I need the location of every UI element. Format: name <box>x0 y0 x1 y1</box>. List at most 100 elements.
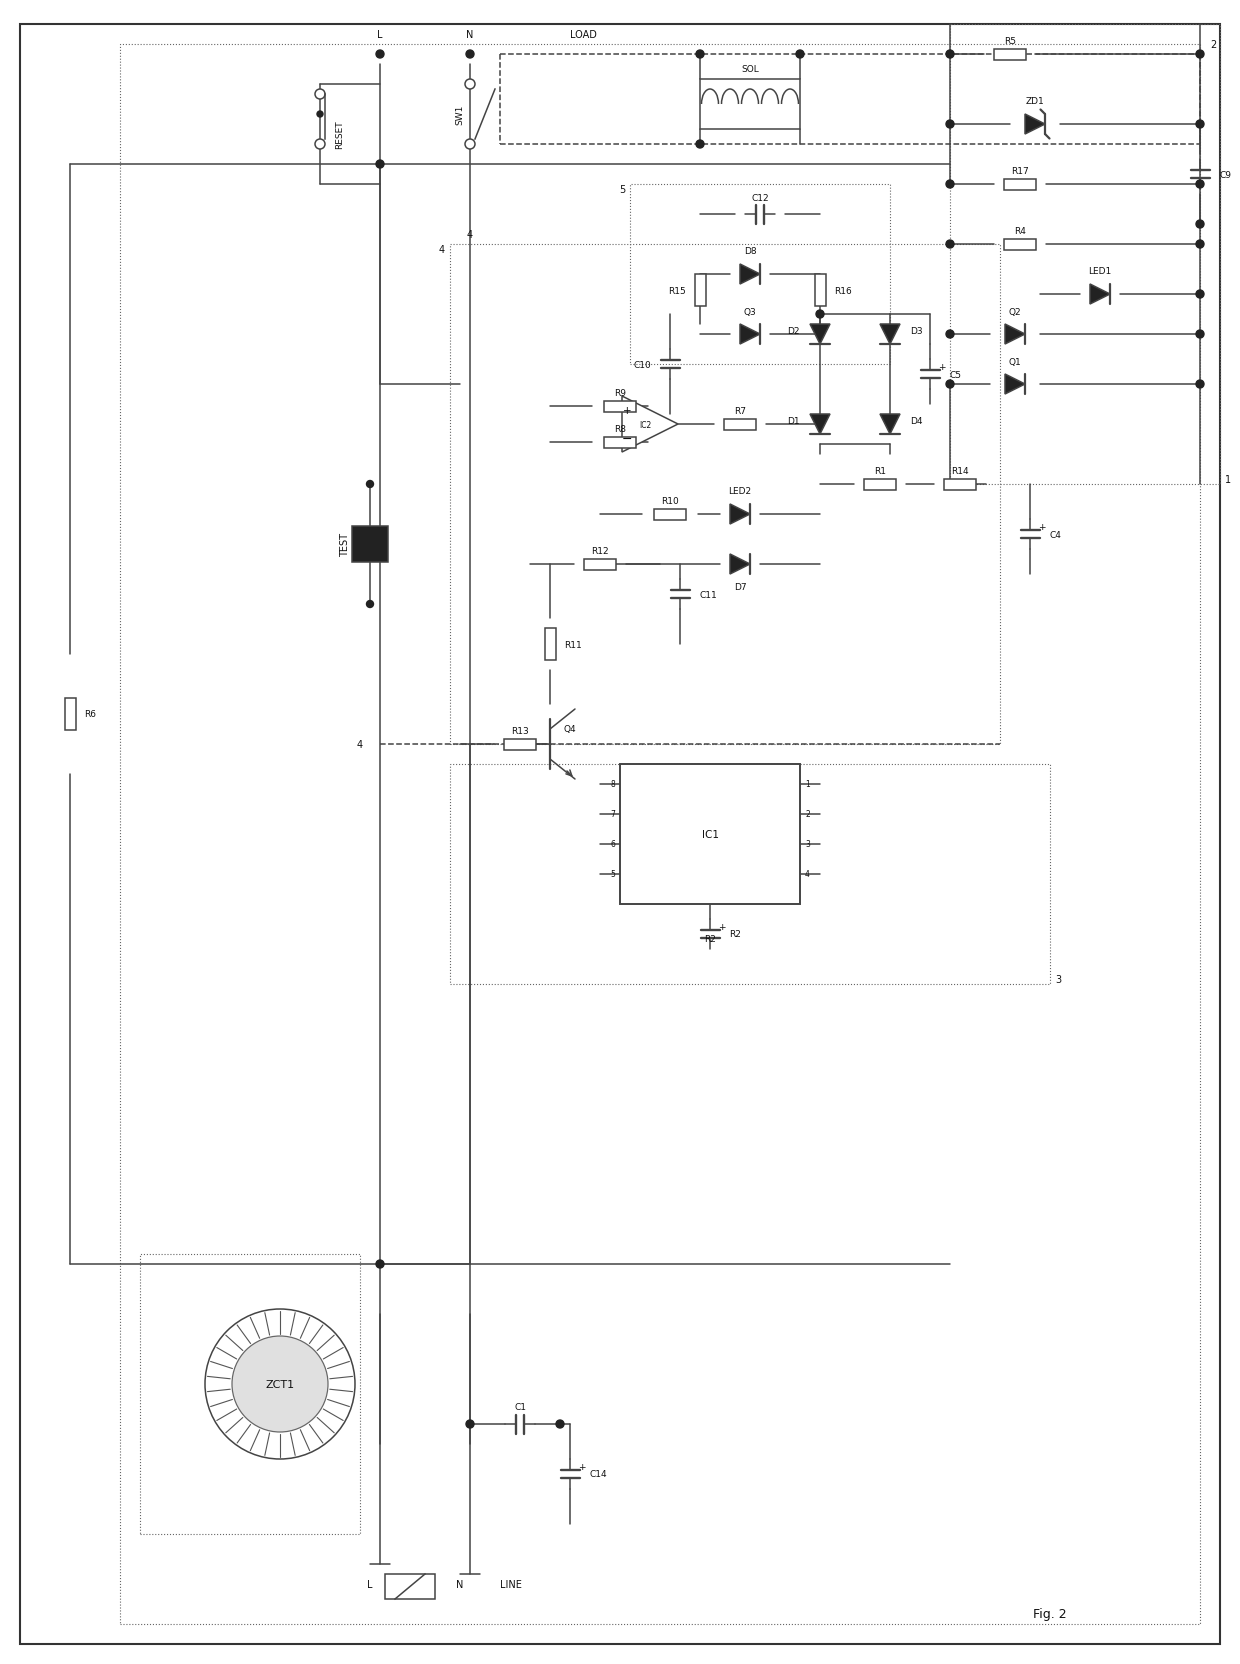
Polygon shape <box>880 324 900 344</box>
Circle shape <box>1197 181 1204 190</box>
Circle shape <box>376 52 384 58</box>
Circle shape <box>1197 241 1204 250</box>
Text: 4: 4 <box>439 245 445 255</box>
Text: C10: C10 <box>634 361 651 369</box>
Text: 2: 2 <box>1210 40 1216 50</box>
Bar <box>64 699 76 730</box>
Text: R8: R8 <box>614 424 626 434</box>
Text: R16: R16 <box>835 286 852 295</box>
Circle shape <box>317 111 322 118</box>
Text: TEST: TEST <box>340 532 350 557</box>
Text: C9: C9 <box>1219 170 1231 180</box>
Circle shape <box>556 1419 564 1428</box>
Polygon shape <box>810 324 830 344</box>
Circle shape <box>816 311 825 319</box>
Text: R10: R10 <box>661 496 678 506</box>
Bar <box>994 50 1025 60</box>
Text: +: + <box>622 406 631 416</box>
Bar <box>584 559 616 571</box>
Bar <box>620 764 800 905</box>
Bar <box>450 764 1050 985</box>
Text: Q2: Q2 <box>1008 308 1022 316</box>
Text: D7: D7 <box>734 582 746 592</box>
Polygon shape <box>622 396 678 453</box>
Text: L: L <box>367 1579 373 1589</box>
Polygon shape <box>730 504 750 524</box>
Polygon shape <box>1004 324 1025 344</box>
Bar <box>450 245 999 744</box>
Circle shape <box>946 241 954 250</box>
Polygon shape <box>810 414 830 434</box>
Text: Q3: Q3 <box>744 308 756 316</box>
Circle shape <box>1197 52 1204 58</box>
Bar <box>1004 180 1035 190</box>
Circle shape <box>796 52 804 58</box>
Bar <box>604 401 636 413</box>
Text: 3: 3 <box>805 840 810 849</box>
Text: Q4: Q4 <box>564 726 577 734</box>
Text: LED1: LED1 <box>1089 268 1111 276</box>
Text: R17: R17 <box>1011 166 1029 176</box>
Circle shape <box>946 52 954 58</box>
Bar <box>544 629 556 661</box>
Text: C4: C4 <box>1049 531 1061 539</box>
Text: C1: C1 <box>515 1403 526 1411</box>
Circle shape <box>696 141 704 148</box>
Circle shape <box>1197 331 1204 339</box>
Text: 2: 2 <box>805 810 810 819</box>
Circle shape <box>205 1310 355 1459</box>
Text: ZCT1: ZCT1 <box>265 1379 295 1389</box>
Text: R11: R11 <box>564 641 583 649</box>
Text: R15: R15 <box>668 286 686 295</box>
Circle shape <box>946 181 954 190</box>
Circle shape <box>232 1336 329 1433</box>
Text: ZD1: ZD1 <box>1025 98 1044 106</box>
Circle shape <box>1197 291 1204 300</box>
Bar <box>384 1574 435 1599</box>
Circle shape <box>315 90 325 100</box>
Text: 7: 7 <box>610 810 615 819</box>
Bar <box>815 275 826 306</box>
Text: Fig. 2: Fig. 2 <box>1033 1607 1066 1621</box>
Text: IC1: IC1 <box>702 829 718 840</box>
Circle shape <box>696 52 704 58</box>
Text: RESET: RESET <box>336 120 345 150</box>
Text: LED2: LED2 <box>728 488 751 496</box>
Text: SOL: SOL <box>742 65 759 75</box>
Circle shape <box>1197 381 1204 389</box>
Text: +: + <box>718 922 725 932</box>
Text: D8: D8 <box>744 248 756 256</box>
Text: R14: R14 <box>951 466 968 476</box>
Bar <box>630 185 890 364</box>
Bar <box>694 275 706 306</box>
Text: C12: C12 <box>751 193 769 203</box>
Circle shape <box>465 140 475 150</box>
Text: 8: 8 <box>610 780 615 789</box>
Text: C5: C5 <box>949 371 961 379</box>
Polygon shape <box>740 265 760 285</box>
Text: C14: C14 <box>589 1469 606 1479</box>
Text: 3: 3 <box>1055 975 1061 985</box>
Bar <box>120 45 1200 1624</box>
Circle shape <box>315 140 325 150</box>
Text: R12: R12 <box>591 547 609 556</box>
Text: 4: 4 <box>467 230 474 240</box>
Circle shape <box>466 52 474 58</box>
Polygon shape <box>1004 374 1025 394</box>
Text: N: N <box>466 30 474 40</box>
Text: 5: 5 <box>610 870 615 879</box>
Text: IC2: IC2 <box>639 421 651 429</box>
Text: 4: 4 <box>805 870 810 879</box>
Circle shape <box>466 1419 474 1428</box>
Text: R2: R2 <box>729 930 740 938</box>
Text: L: L <box>377 30 383 40</box>
Circle shape <box>465 80 475 90</box>
Text: N: N <box>456 1579 464 1589</box>
Polygon shape <box>1090 285 1110 305</box>
Circle shape <box>1197 121 1204 128</box>
Bar <box>503 739 536 750</box>
Text: 4: 4 <box>357 739 363 749</box>
Text: 1: 1 <box>1225 474 1231 484</box>
Text: 1: 1 <box>805 780 810 789</box>
Text: 5: 5 <box>619 185 625 195</box>
